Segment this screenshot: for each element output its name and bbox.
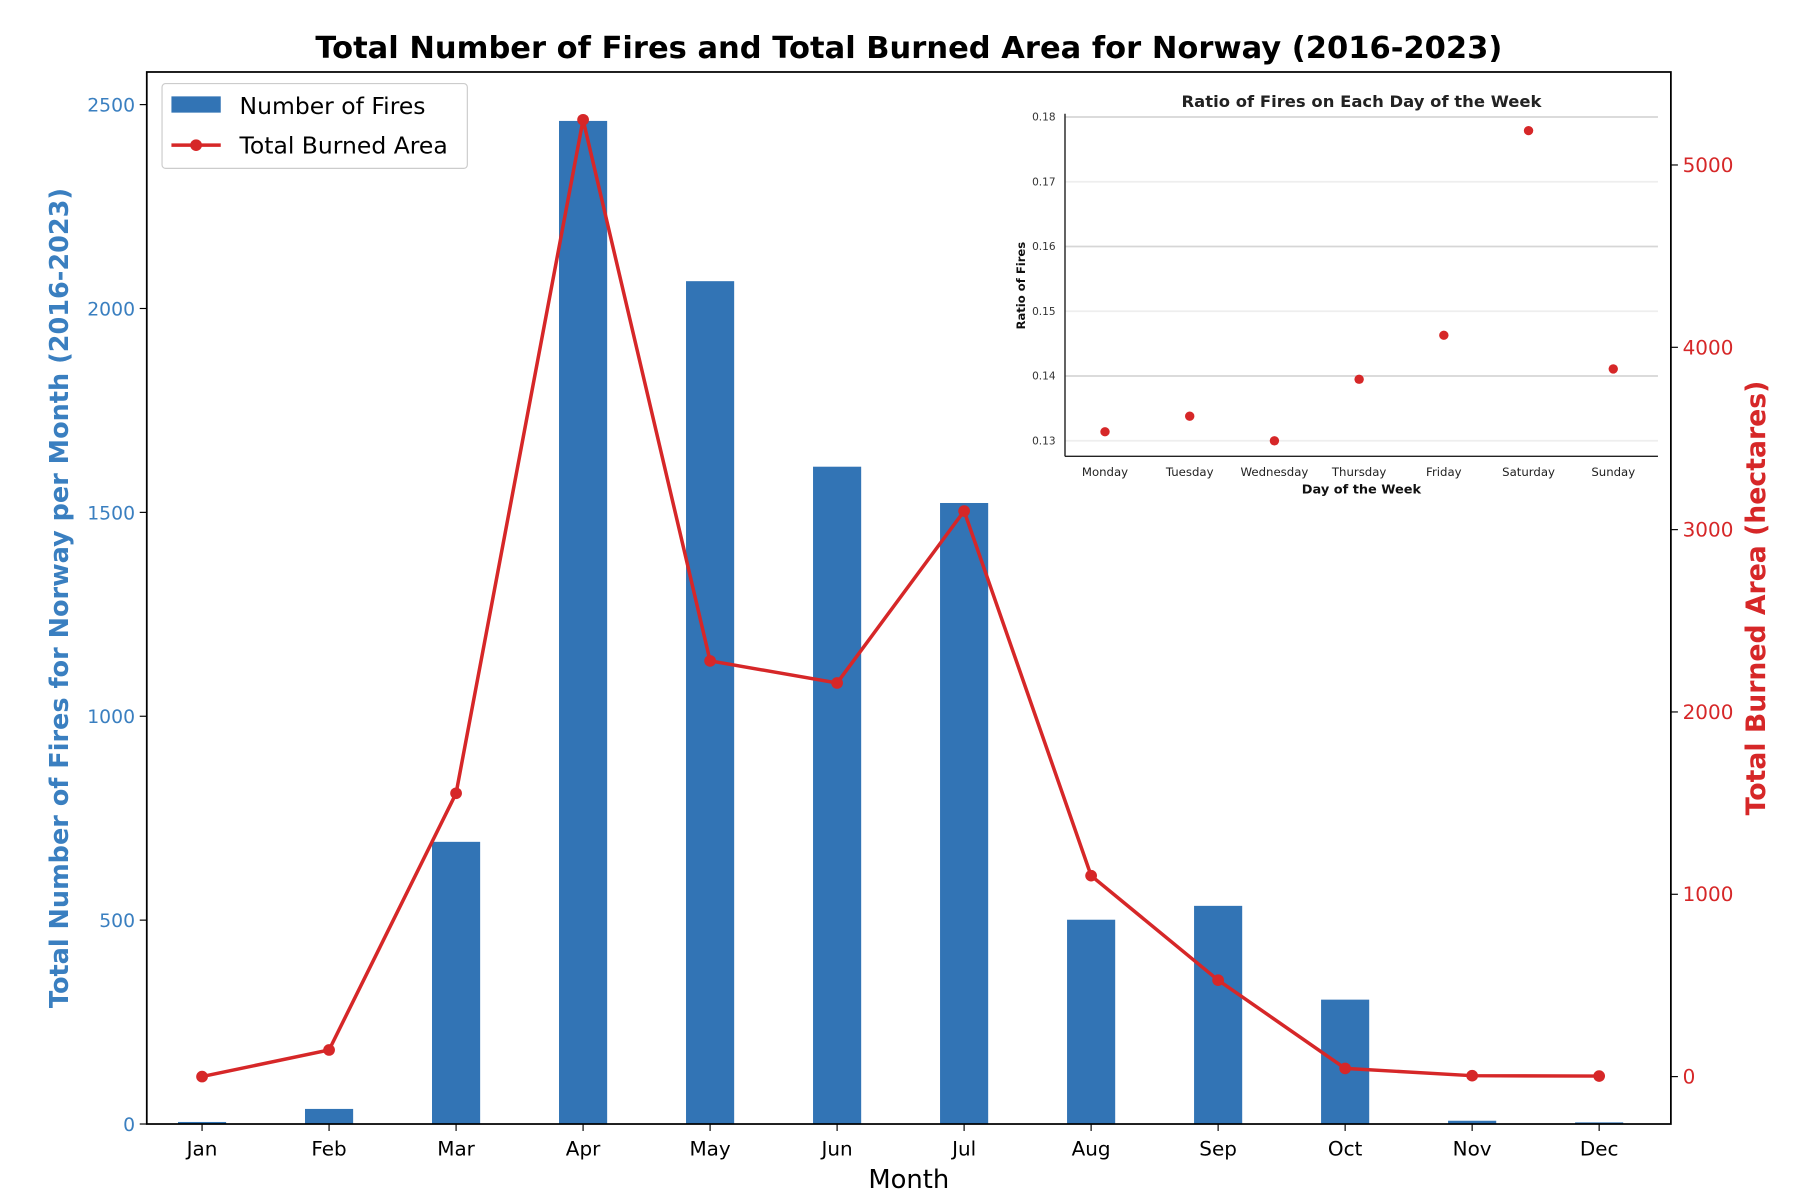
inset-y-axis-label: Ratio of Fires <box>1014 242 1028 330</box>
inset-x-axis-label: Day of the Week <box>1302 483 1422 498</box>
legend-marker <box>190 139 202 151</box>
inset-point-tuesday <box>1185 411 1195 421</box>
x-tick-label: May <box>689 1137 731 1160</box>
inset-point-friday <box>1439 330 1449 340</box>
burned-area-point-jan <box>196 1070 208 1083</box>
y-axis-label-left: Total Number of Fires for Norway per Mon… <box>45 188 75 1008</box>
legend-label-fires: Number of Fires <box>240 92 426 120</box>
legend-label-area: Total Burned Area <box>239 131 448 159</box>
inset-title: Ratio of Fires on Each Day of the Week <box>1182 92 1543 111</box>
y-tick-label-left: 1000 <box>87 707 135 728</box>
bar-may <box>686 281 735 1125</box>
bar-jun <box>813 466 862 1125</box>
burned-area-point-feb <box>323 1044 335 1056</box>
inset-x-tick-label: Saturday <box>1502 465 1555 479</box>
burned-area-point-jul <box>958 505 970 517</box>
inset-x-tick-label: Sunday <box>1591 465 1635 479</box>
inset-point-wednesday <box>1269 436 1280 446</box>
inset-point-monday <box>1100 427 1110 437</box>
legend: Number of Fires Total Burned Area <box>161 83 468 169</box>
inset-x-tick-label: Monday <box>1082 465 1128 479</box>
legend-bar-swatch <box>171 96 221 113</box>
inset-point-saturday <box>1523 125 1534 136</box>
inset-plot: 0.13 0.14 0.15 0.16 0.17 0.18 Monday Tuesday Wed… <box>1014 92 1658 498</box>
y-tick-label-right: 2000 <box>1683 701 1734 724</box>
x-tick-label: Feb <box>311 1137 346 1160</box>
inset-x-tick-label: Thursday <box>1331 465 1387 479</box>
plot-frame <box>145 71 1672 1125</box>
inset-y-tick-label: 0.16 <box>1032 241 1056 253</box>
bar-oct <box>1321 999 1370 1125</box>
burned-area-point-oct <box>1339 1062 1352 1075</box>
inset-x-tick-label: Wednesday <box>1240 465 1308 479</box>
y-tick-label-right: 0 <box>1683 1066 1696 1089</box>
x-tick-label: Mar <box>437 1137 475 1160</box>
y-tick-label-left: 2500 <box>87 96 135 117</box>
x-tick-label: Jul <box>950 1137 976 1160</box>
burned-area-point-apr <box>577 113 589 126</box>
y-tick-label-right: 1000 <box>1683 883 1734 906</box>
burned-area-point-may <box>704 655 716 667</box>
x-tick-label: Apr <box>566 1137 601 1160</box>
inset-x-tick-label: Tuesday <box>1165 465 1214 479</box>
x-tick-label: Sep <box>1199 1137 1237 1160</box>
inset-x-tick-label: Friday <box>1426 465 1462 479</box>
burned-area-point-jun <box>831 677 843 689</box>
y-tick-label-left: 0 <box>123 1115 135 1136</box>
y-tick-label-left: 1500 <box>87 503 135 524</box>
bar-aug <box>1067 919 1116 1125</box>
x-tick-label: Dec <box>1580 1137 1619 1160</box>
bar-feb <box>304 1108 354 1125</box>
inset-y-tick-label: 0.13 <box>1032 435 1056 447</box>
y-tick-label-right: 3000 <box>1683 519 1734 542</box>
burned-area-point-dec <box>1593 1070 1606 1082</box>
y-tick-label-right: 4000 <box>1683 336 1734 359</box>
bar-jul <box>940 502 989 1125</box>
inset-point-sunday <box>1608 364 1618 374</box>
burned-area-point-nov <box>1466 1069 1479 1082</box>
inset-y-tick-label: 0.17 <box>1032 176 1056 188</box>
chart-title: Total Number of Fires and Total Burned A… <box>315 31 1502 66</box>
y-tick-label-left: 500 <box>99 911 135 932</box>
x-tick-label: Jan <box>185 1137 218 1160</box>
inset-point-thursday <box>1354 374 1364 384</box>
burned-area-point-aug <box>1085 869 1097 882</box>
bar-jan <box>177 1121 227 1125</box>
x-tick-label: Nov <box>1453 1137 1492 1160</box>
burned-area-point-sep <box>1212 974 1224 986</box>
burned-area-point-mar <box>450 787 462 800</box>
y-tick-label-left: 2000 <box>87 300 135 321</box>
bar-nov <box>1448 1120 1497 1125</box>
inset-y-tick-label: 0.14 <box>1032 371 1056 383</box>
main-plot: Jan Feb Mar Apr May Jun Jul Aug Sep Oct Nov Dec 0 500… <box>87 71 1734 1160</box>
x-tick-label: Oct <box>1328 1137 1363 1160</box>
bar-mar <box>432 841 481 1125</box>
x-tick-label: Aug <box>1072 1137 1111 1160</box>
burned-area-line <box>201 119 1600 1079</box>
x-tick-label: Jun <box>819 1137 852 1160</box>
bar-apr <box>559 120 608 1125</box>
inset-y-tick-label: 0.18 <box>1032 112 1056 124</box>
x-axis-label: Month <box>868 1165 949 1195</box>
bar-sep <box>1194 905 1243 1125</box>
y-axis-label-right: Total Burned Area (hectares) <box>1741 381 1772 816</box>
inset-y-tick-label: 0.15 <box>1032 306 1056 318</box>
y-tick-label-right: 5000 <box>1683 154 1734 177</box>
